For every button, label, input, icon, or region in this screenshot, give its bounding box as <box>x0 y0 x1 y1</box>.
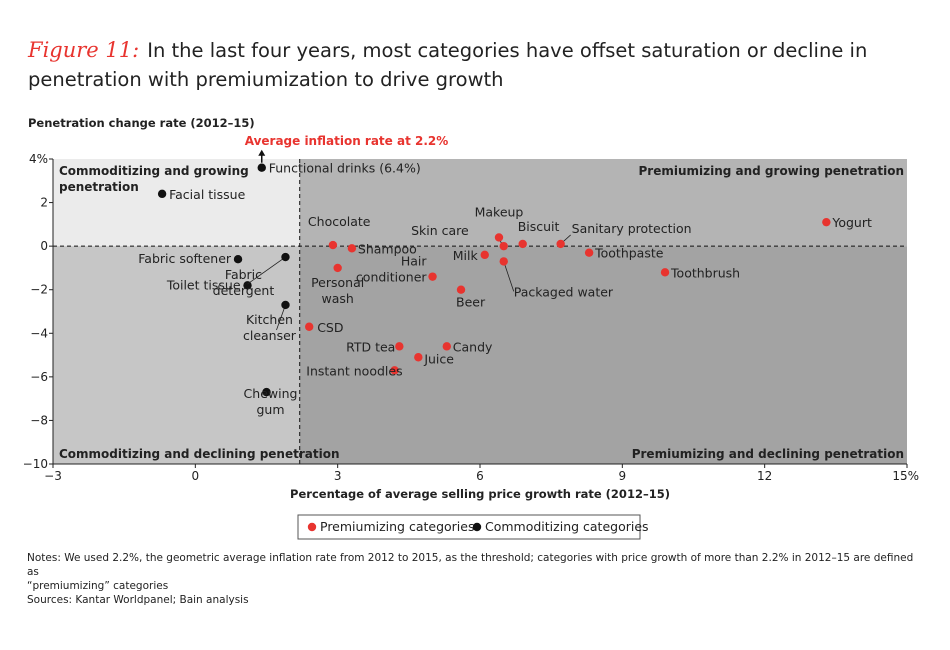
point-label-rtd-tea: RTD tea <box>346 339 395 354</box>
sources-line: Sources: Kantar Worldpanel; Bain analysi… <box>27 594 249 606</box>
point-label-juice: Juice <box>423 351 454 366</box>
premiumizing-point-juice <box>414 353 423 362</box>
threshold-label: Average inflation rate at 2.2% <box>245 134 449 148</box>
y-tick-label: 0 <box>40 239 48 253</box>
commoditizing-point-fabric-detergent <box>281 252 290 262</box>
premiumizing-point-toothbrush <box>660 268 670 277</box>
point-label-instant-noodles: Instant noodles <box>306 363 402 378</box>
x-tick-label: 12 <box>757 469 772 483</box>
off-scale-arrow-head <box>258 149 266 156</box>
premiumizing-point-makeup <box>494 233 504 242</box>
premiumizing-point-toothpaste <box>584 248 594 257</box>
point-label-beer: Beer <box>456 295 486 310</box>
point-label-chewing-gum: Chewing gum <box>244 386 298 417</box>
x-tick-label: 3 <box>334 469 342 483</box>
y-tick-label: −10 <box>23 457 48 471</box>
leader-line <box>276 304 286 331</box>
y-tick-label: −8 <box>30 413 48 427</box>
point-label-yogurt: Yogurt <box>831 215 872 230</box>
y-tick-label: −2 <box>30 283 48 297</box>
x-axis-label: Percentage of average selling price grow… <box>290 487 670 501</box>
x-tick-label: 15% <box>892 469 919 483</box>
premiumizing-point-biscuit <box>518 239 527 249</box>
point-label-hair-conditioner: Hair conditioner <box>356 254 427 285</box>
point-label-toilet-tissue: Toilet tissue <box>166 277 241 292</box>
commoditizing-point-toilet-tissue <box>243 281 252 290</box>
point-label-milk: Milk <box>453 248 479 263</box>
commoditizing-point-chewing-gum <box>262 387 271 397</box>
premiumizing-point-chocolate <box>328 240 338 250</box>
commoditizing-point-facial-tissue <box>157 189 167 199</box>
point-label-toothpaste: Toothpaste <box>594 246 664 261</box>
quadrant-top-right <box>299 159 907 247</box>
point-label-makeup: Makeup <box>475 204 524 219</box>
quadrant-label-bottom-right: Premiumizing and declining penetration <box>632 447 904 461</box>
y-axis-label: Penetration change rate (2012–15) <box>28 116 255 130</box>
commoditizing-point-fabric-softener <box>233 255 243 264</box>
premiumizing-point-csd <box>305 322 314 331</box>
premiumizing-point-candy <box>442 342 451 351</box>
quadrant-label-top-right: Premiumizing and growing penetration <box>638 164 904 178</box>
leader-line <box>247 256 286 285</box>
point-label-candy: Candy <box>453 339 493 354</box>
point-label-functional-drinks: Functional drinks (6.4%) <box>269 161 421 176</box>
premiumizing-point-beer <box>456 285 466 294</box>
point-label-sanitary-protection: Sanitary protection <box>572 221 692 236</box>
premiumizing-point-shampoo <box>347 244 357 253</box>
x-tick-label: 9 <box>619 469 627 483</box>
figure-title: Figure 11: In the last four years, most c… <box>28 36 928 94</box>
point-label-toothbrush: Toothbrush <box>670 265 740 280</box>
quadrant-label-top-left: Commoditizing and growing penetration <box>59 164 249 194</box>
y-tick-label: −6 <box>30 370 48 384</box>
point-label-fabric-detergent: Fabric detergent <box>213 267 275 298</box>
point-label-facial-tissue: Facial tissue <box>169 187 245 202</box>
y-tick-label: −4 <box>30 326 48 340</box>
quadrant-bottom-right <box>299 246 907 464</box>
point-label-kitchen-cleanser: Kitchen cleanser <box>243 312 297 343</box>
leader-line <box>503 261 515 292</box>
commoditizing-point-functional-drinks <box>257 163 266 172</box>
premiumizing-point-hair-conditioner <box>428 272 437 281</box>
premiumizing-point-milk <box>480 250 489 260</box>
point-label-skin-care: Skin care <box>411 223 469 238</box>
point-label-fabric-softener: Fabric softener <box>138 251 232 266</box>
premiumizing-point-yogurt <box>822 217 831 227</box>
figure-title-text: In the last four years, most categories … <box>28 39 868 91</box>
notes: Notes: We used 2.2%, the geometric avera… <box>27 551 927 607</box>
premiumizing-point-packaged-water <box>499 257 508 266</box>
legend-marker-premiumizing-categories <box>307 522 317 532</box>
premiumizing-point-sanitary-protection <box>556 239 565 249</box>
point-label-personal-wash: Personal wash <box>311 275 364 306</box>
legend-marker-commoditizing-categories <box>472 522 482 532</box>
legend-box <box>297 514 641 540</box>
legend-label-commoditizing-categories: Commoditizing categories <box>485 519 649 534</box>
point-label-csd: CSD <box>317 320 343 335</box>
quadrant-bottom-left <box>53 246 300 464</box>
notes-line-1: Notes: We used 2.2%, the geometric avera… <box>27 552 914 578</box>
premiumizing-point-personal-wash <box>333 263 342 273</box>
premiumizing-point-instant-noodles <box>390 366 399 375</box>
point-label-chocolate: Chocolate <box>308 214 371 229</box>
legend-label-premiumizing-categories: Premiumizing categories <box>320 519 474 534</box>
premiumizing-point-skin-care <box>499 241 508 251</box>
point-label-biscuit: Biscuit <box>518 219 560 234</box>
x-tick-label: 0 <box>192 469 200 483</box>
quadrant-label-bottom-left: Commoditizing and declining penetration <box>59 447 340 461</box>
x-tick-label: 6 <box>476 469 484 483</box>
y-tick-label: 4% <box>29 152 48 166</box>
x-tick-label: −3 <box>44 469 62 483</box>
figure-label: Figure 11: <box>28 38 140 62</box>
commoditizing-point-kitchen-cleanser <box>281 300 290 310</box>
quadrant-top-left <box>53 159 300 247</box>
y-tick-label: 2 <box>40 196 48 210</box>
point-label-packaged-water: Packaged water <box>514 284 614 299</box>
point-label-shampoo: Shampoo <box>358 241 417 256</box>
notes-line-2: “premiumizing” categories <box>27 580 169 592</box>
premiumizing-point-rtd-tea <box>395 342 404 351</box>
